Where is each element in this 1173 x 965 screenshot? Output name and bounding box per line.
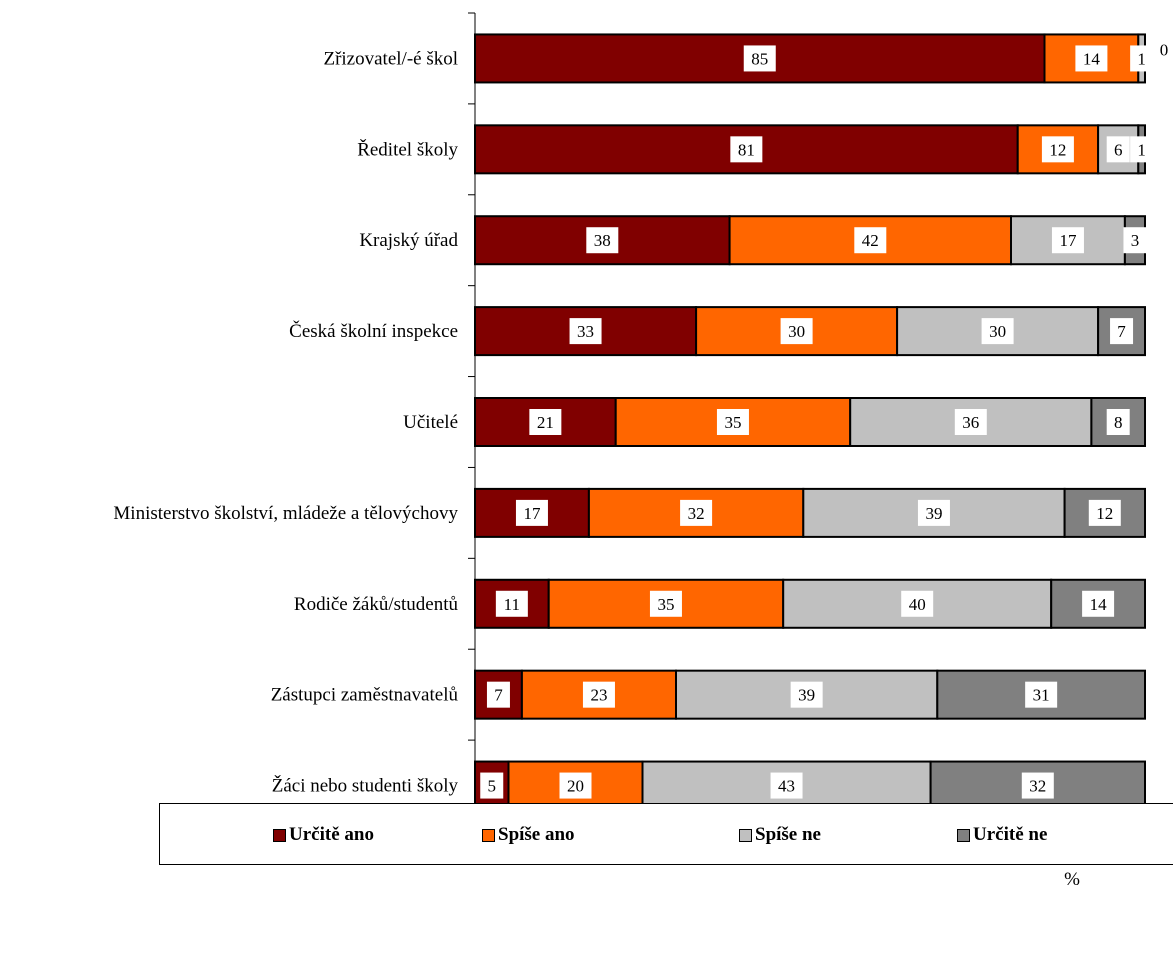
data-label-box [480, 772, 504, 799]
data-label-box [1110, 318, 1134, 345]
data-label: 8 [1114, 413, 1123, 432]
data-label: 39 [925, 504, 942, 523]
data-label-box [559, 772, 592, 799]
data-label-box [1041, 136, 1074, 163]
category-label: Krajský úřad [359, 230, 458, 251]
category-label: Česká školní inspekce [289, 320, 458, 342]
legend: Určitě ano Spíše ano Spíše ne Určitě ne [159, 803, 1173, 865]
data-label-box [1106, 136, 1130, 163]
data-label: 7 [494, 686, 503, 705]
legend-label-spise-ne: Spíše ne [755, 824, 821, 845]
data-label: 14 [1090, 595, 1108, 614]
bar-segment [1063, 487, 1146, 538]
data-label: 7 [1117, 322, 1126, 341]
data-label: 43 [778, 777, 795, 796]
bar-segment [641, 760, 932, 811]
data-label: 11 [504, 595, 520, 614]
data-label-box [529, 409, 562, 435]
data-label-box [586, 227, 619, 254]
data-label: 0 [1160, 40, 1169, 59]
data-label: 36 [962, 413, 979, 432]
data-label: 38 [594, 231, 611, 250]
legend-swatch-urcite-ne [957, 828, 970, 842]
legend-label-urcite-ano: Určitě ano [289, 824, 374, 845]
category-label: Žáci nebo studenti školy [272, 775, 459, 797]
data-label-box [780, 318, 813, 345]
category-label: Učitelé [403, 412, 458, 433]
data-label: 30 [788, 322, 805, 341]
category-label: Rodiče žáků/studentů [294, 594, 459, 615]
data-label-box [486, 681, 510, 708]
data-label-box [790, 681, 823, 708]
data-label: 23 [590, 686, 607, 705]
legend-item-urcite-ne: Určitě ne [957, 824, 1047, 846]
data-label: 17 [1059, 231, 1077, 250]
data-label: 35 [724, 413, 741, 432]
data-label-box [730, 136, 763, 163]
category-label: Zřizovatel/-é škol [323, 48, 458, 69]
legend-swatch-spise-ano [482, 828, 495, 842]
data-label: 32 [1029, 777, 1046, 796]
data-label-box [1082, 590, 1115, 617]
data-label-box [854, 227, 887, 254]
data-label: 3 [1131, 231, 1140, 250]
data-label-box [716, 409, 749, 435]
data-label-box [495, 590, 528, 617]
legend-item-spise-ano: Spíše ano [482, 824, 575, 846]
data-label-box [1021, 772, 1054, 799]
data-label: 39 [798, 686, 815, 705]
legend-swatch-spise-ne [739, 828, 752, 842]
data-label-box [1123, 227, 1147, 254]
data-label: 30 [989, 322, 1006, 341]
data-label-box [582, 681, 615, 708]
legend-swatch-urcite-ano [273, 828, 286, 842]
data-label-box [1075, 45, 1108, 72]
data-label: 1 [1137, 140, 1146, 159]
data-label-box [1025, 681, 1058, 708]
legend-label-urcite-ne: Určitě ne [973, 824, 1048, 845]
data-label: 1 [1137, 49, 1146, 68]
data-label: 40 [909, 595, 926, 614]
data-label-box [1106, 409, 1130, 435]
data-label-box [1051, 227, 1084, 254]
data-label-box [515, 499, 548, 526]
data-label-box [954, 409, 987, 435]
data-label: 81 [738, 140, 755, 159]
legend-item-spise-ne: Spíše ne [739, 824, 821, 846]
data-label-box [743, 45, 776, 72]
data-label: 12 [1049, 140, 1066, 159]
data-label-box [680, 499, 713, 526]
data-label: 31 [1033, 686, 1050, 705]
data-label: 21 [537, 413, 554, 432]
legend-label-spise-ano: Spíše ano [498, 824, 575, 845]
data-label: 17 [523, 504, 541, 523]
data-label: 5 [488, 777, 497, 796]
data-label: 85 [751, 49, 768, 68]
data-label-box [901, 590, 934, 617]
data-label: 6 [1114, 140, 1123, 159]
data-label-box [917, 499, 950, 526]
data-label: 32 [688, 504, 705, 523]
category-label: Zástupci zaměstnavatelů [271, 685, 459, 706]
data-label-box [1130, 45, 1154, 72]
data-label-box [981, 318, 1014, 345]
category-label: Ředitel školy [357, 138, 458, 160]
data-label: 12 [1096, 504, 1113, 523]
data-label-box [770, 772, 803, 799]
data-label: 42 [862, 231, 879, 250]
data-label-box [569, 318, 602, 345]
legend-item-urcite-ano: Určitě ano [273, 824, 374, 846]
data-label: 14 [1083, 49, 1101, 68]
data-label: 20 [567, 777, 584, 796]
category-label: Ministerstvo školství, mládeže a tělovýc… [113, 503, 458, 524]
data-label: 33 [577, 322, 594, 341]
x-axis-label: % [1064, 869, 1080, 890]
data-label-box [1130, 136, 1154, 163]
data-label-box [649, 590, 682, 617]
data-label: 35 [657, 595, 674, 614]
data-label-box [1088, 499, 1121, 526]
